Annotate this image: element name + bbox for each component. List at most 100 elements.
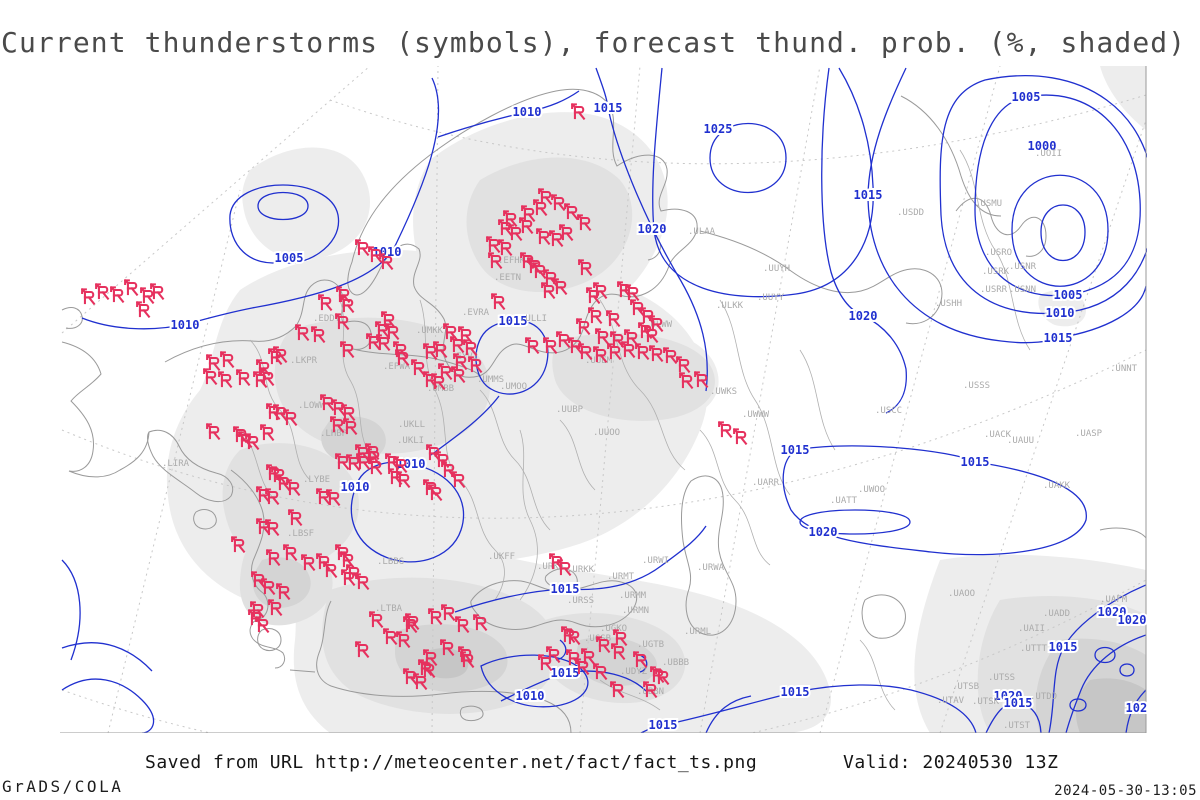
coastline <box>316 600 572 733</box>
prob-shade <box>1038 289 1086 327</box>
isobar-contour <box>1069 698 1087 712</box>
station-label: .UBBN <box>637 687 664 697</box>
thunderstorm-symbol <box>150 283 164 300</box>
footer-saved-url: Saved from URL http://meteocenter.net/fa… <box>145 752 758 773</box>
isobar-contour <box>799 509 911 535</box>
weather-map: 1010 1015 1025 1020 1005 1010 1010 1015 1010 1010… <box>60 66 1147 733</box>
station-label: .LYBE <box>303 475 330 485</box>
station-label: .UKFF <box>488 552 515 562</box>
thunderstorm-symbol <box>110 286 124 303</box>
contour-layer <box>61 67 1147 733</box>
coastline <box>459 705 484 722</box>
station-label: .UKLL <box>398 420 425 430</box>
isobar-contour <box>939 75 1147 315</box>
coastline <box>699 230 943 325</box>
graticule-line <box>699 66 821 733</box>
graticule-line <box>819 66 1001 733</box>
station-label: .UUYH <box>763 264 790 274</box>
station-label: .EDDT <box>313 314 341 324</box>
isobar-contour <box>61 678 155 733</box>
station-label: .URKK <box>567 565 595 575</box>
station-label: .UBBB <box>662 658 689 668</box>
isobar-contour <box>1065 634 1147 733</box>
station-label: .UNNT <box>1110 364 1138 374</box>
station-label: .UADD <box>1043 609 1070 619</box>
station-label: .USNN <box>1009 285 1036 295</box>
isobar-contour <box>1094 646 1116 664</box>
coastline <box>347 88 698 378</box>
isobar-label: 1005 <box>275 251 304 265</box>
station-label: .URMN <box>622 606 649 616</box>
map-container: 1010 1015 1025 1020 1005 1010 1010 1015 1010 1010… <box>60 66 1147 733</box>
isobar-contour <box>257 191 309 221</box>
thunderstorm-symbol <box>718 421 732 438</box>
station-label: .UAII <box>1018 624 1045 634</box>
isobar-label: 1015 <box>499 314 528 328</box>
station-label: .USHH <box>935 299 962 309</box>
station-label: .UGKO <box>600 624 627 634</box>
station-label: .LKPR <box>290 356 318 366</box>
station-label: .UMMS <box>477 375 504 385</box>
isobar-contour <box>821 67 907 414</box>
station-label: .UTSB <box>952 682 979 692</box>
coastline <box>681 475 737 636</box>
isobar-contour <box>500 670 647 702</box>
page-title: Current thunderstorms (symbols), forecas… <box>1 26 1187 59</box>
isobar-label: 1020 <box>1126 701 1147 715</box>
isobar-contour <box>640 684 977 733</box>
country-border <box>799 349 836 451</box>
graticule-arc <box>329 94 1147 165</box>
isobar-contour <box>61 559 81 661</box>
border-layer <box>239 149 1031 711</box>
thunderstorm-symbol <box>140 287 154 304</box>
station-label: .UTTT <box>1020 644 1048 654</box>
country-border <box>339 299 371 456</box>
country-border <box>419 299 456 476</box>
coastline <box>470 580 638 630</box>
isobar-contour <box>867 67 1147 344</box>
isobar-contour <box>229 184 340 264</box>
station-label: .UWOO <box>858 485 885 495</box>
coastline <box>230 469 286 669</box>
isobar-label: 1015 <box>781 685 810 699</box>
isobar-contour <box>1011 174 1109 287</box>
station-label: .UMKK <box>416 326 444 336</box>
station-label: .USSS <box>963 381 990 391</box>
isobar-contour <box>1119 663 1135 677</box>
isobar-contour <box>974 94 1141 297</box>
isobar-contour <box>782 445 1087 556</box>
isobar-contour <box>454 525 707 613</box>
station-label: .UGTB <box>637 640 664 650</box>
station-label: .UKLI <box>397 436 424 446</box>
projection-cut <box>60 66 368 334</box>
station-label: .EVRA <box>462 308 490 318</box>
prob-shade <box>222 443 359 567</box>
isobar-contour <box>1048 584 1147 733</box>
country-border <box>719 299 791 496</box>
isobar-contour <box>437 90 580 138</box>
station-label: .URSS <box>567 596 594 606</box>
country-border <box>959 149 1031 351</box>
coastline-layer <box>61 88 1147 733</box>
station-label: .URML <box>684 627 711 637</box>
isobar-label: 1015 <box>594 101 623 115</box>
station-label: .USRO <box>985 248 1012 258</box>
country-border <box>699 429 771 566</box>
station-label: .UMOO <box>500 382 527 392</box>
isobar-contour <box>1125 689 1147 733</box>
station-label: .UWKS <box>710 387 737 397</box>
isobar-contour <box>350 461 465 563</box>
country-border <box>519 429 538 601</box>
station-label: .URMM <box>619 591 647 601</box>
isobar-contour <box>595 67 708 392</box>
coastline <box>289 669 316 673</box>
station-label: .UDYZ <box>620 667 648 677</box>
isobar-label: 1010 <box>513 105 542 119</box>
shading-layer <box>166 66 1146 733</box>
thunderstorm-symbol <box>733 428 747 445</box>
prob-shade <box>242 147 370 261</box>
isobar-label: 1015 <box>1049 640 1078 654</box>
station-label: .LTBA <box>375 604 403 614</box>
isobar-contour <box>81 77 440 330</box>
